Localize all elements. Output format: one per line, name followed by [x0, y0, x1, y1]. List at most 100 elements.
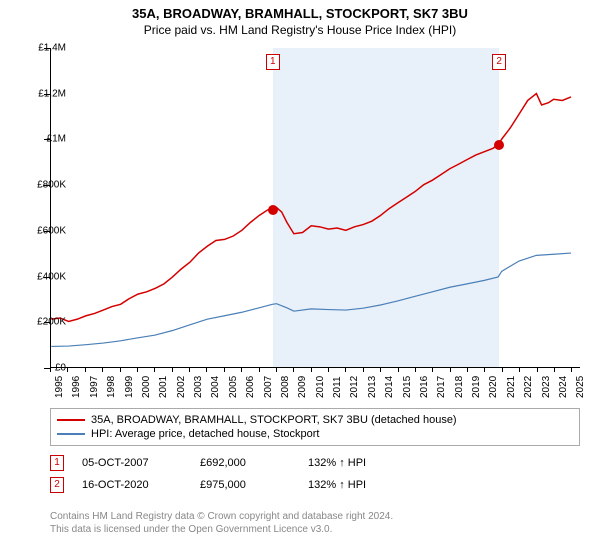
- x-axis-label: 2007: [263, 376, 274, 398]
- y-axis-label: £400K: [37, 271, 66, 282]
- plot-area: 12: [50, 48, 580, 368]
- sale-date: 16-OCT-2020: [82, 479, 182, 491]
- sale-price: £692,000: [200, 457, 290, 469]
- x-axis-tick: [154, 368, 155, 372]
- x-axis-label: 2013: [367, 376, 378, 398]
- x-axis-label: 2011: [332, 376, 343, 398]
- x-axis-tick: [450, 368, 451, 372]
- x-axis-tick: [293, 368, 294, 372]
- x-axis-label: 2005: [228, 376, 239, 398]
- x-axis-label: 2008: [280, 376, 291, 398]
- x-axis-label: 2015: [402, 376, 413, 398]
- x-axis-label: 2010: [315, 376, 326, 398]
- y-axis-label: £1.4M: [38, 43, 66, 54]
- sale-date: 05-OCT-2007: [82, 457, 182, 469]
- sale-marker-dot: [268, 205, 278, 215]
- sale-record-row: 2 16-OCT-2020 £975,000 132% ↑ HPI: [50, 474, 580, 496]
- x-axis-label: 2021: [506, 376, 517, 398]
- x-axis-label: 1998: [106, 376, 117, 398]
- x-axis-label: 1995: [54, 376, 65, 398]
- sale-relative-hpi: 132% ↑ HPI: [308, 457, 408, 469]
- sales-table: 1 05-OCT-2007 £692,000 132% ↑ HPI 2 16-OCT-20…: [50, 452, 580, 496]
- x-axis-label: 2019: [471, 376, 482, 398]
- y-axis-tick: [44, 185, 50, 186]
- footer-line-2: This data is licensed under the Open Gov…: [50, 523, 580, 536]
- x-axis-label: 2001: [158, 376, 169, 398]
- footer-line-1: Contains HM Land Registry data © Crown c…: [50, 510, 580, 523]
- sale-number-badge: 2: [50, 477, 64, 493]
- x-axis-tick: [241, 368, 242, 372]
- x-axis-tick: [120, 368, 121, 372]
- x-axis-tick: [259, 368, 260, 372]
- sale-relative-hpi: 132% ↑ HPI: [308, 479, 408, 491]
- line-series: [51, 94, 571, 322]
- x-axis-tick: [467, 368, 468, 372]
- y-axis-label: £800K: [37, 180, 66, 191]
- x-axis-label: 1997: [89, 376, 100, 398]
- x-axis-label: 2012: [349, 376, 360, 398]
- x-axis-label: 2002: [176, 376, 187, 398]
- x-axis-label: 1999: [124, 376, 135, 398]
- x-axis-tick: [50, 368, 51, 372]
- x-axis-tick: [85, 368, 86, 372]
- sale-record-row: 1 05-OCT-2007 £692,000 132% ↑ HPI: [50, 452, 580, 474]
- y-axis-tick: [44, 48, 50, 49]
- legend-label: HPI: Average price, detached house, Stoc…: [91, 428, 320, 440]
- y-axis-tick: [44, 277, 50, 278]
- x-axis-tick: [363, 368, 364, 372]
- x-axis-tick: [67, 368, 68, 372]
- x-axis-label: 2000: [141, 376, 152, 398]
- x-axis-tick: [380, 368, 381, 372]
- x-axis-label: 1996: [71, 376, 82, 398]
- legend-item: HPI: Average price, detached house, Stoc…: [57, 427, 573, 441]
- x-axis-tick: [224, 368, 225, 372]
- x-axis-label: 2004: [210, 376, 221, 398]
- x-axis-tick: [519, 368, 520, 372]
- legend-item: 35A, BROADWAY, BRAMHALL, STOCKPORT, SK7 …: [57, 413, 573, 427]
- x-axis-label: 2023: [541, 376, 552, 398]
- y-axis-label: £600K: [37, 225, 66, 236]
- x-axis-tick: [571, 368, 572, 372]
- line-series: [51, 253, 571, 346]
- x-axis-label: 2024: [558, 376, 569, 398]
- chart-title: 35A, BROADWAY, BRAMHALL, STOCKPORT, SK7 …: [0, 0, 600, 21]
- x-axis-tick: [537, 368, 538, 372]
- x-axis-tick: [484, 368, 485, 372]
- sale-price: £975,000: [200, 479, 290, 491]
- y-axis-label: £0: [55, 363, 66, 374]
- x-axis-tick: [276, 368, 277, 372]
- x-axis-tick: [206, 368, 207, 372]
- x-axis-label: 2020: [488, 376, 499, 398]
- x-axis-label: 2009: [297, 376, 308, 398]
- y-axis-label: £200K: [37, 317, 66, 328]
- x-axis-label: 2006: [245, 376, 256, 398]
- line-series-svg: [51, 48, 580, 367]
- x-axis-label: 2003: [193, 376, 204, 398]
- sale-number-badge: 1: [50, 455, 64, 471]
- y-axis-tick: [44, 94, 50, 95]
- chart-subtitle: Price paid vs. HM Land Registry's House …: [0, 21, 600, 41]
- legend-swatch: [57, 419, 85, 421]
- x-axis-label: 2016: [419, 376, 430, 398]
- legend: 35A, BROADWAY, BRAMHALL, STOCKPORT, SK7 …: [50, 408, 580, 446]
- x-axis-tick: [502, 368, 503, 372]
- x-axis-label: 2017: [436, 376, 447, 398]
- x-axis-tick: [554, 368, 555, 372]
- x-axis-tick: [311, 368, 312, 372]
- y-axis-tick: [44, 322, 50, 323]
- x-axis-tick: [328, 368, 329, 372]
- sale-marker-dot: [494, 140, 504, 150]
- x-axis-tick: [415, 368, 416, 372]
- x-axis-label: 2014: [384, 376, 395, 398]
- x-axis-label: 2022: [523, 376, 534, 398]
- attribution-footer: Contains HM Land Registry data © Crown c…: [50, 510, 580, 536]
- x-axis-label: 2025: [575, 376, 586, 398]
- y-axis-tick: [44, 139, 50, 140]
- x-axis-tick: [102, 368, 103, 372]
- legend-label: 35A, BROADWAY, BRAMHALL, STOCKPORT, SK7 …: [91, 414, 457, 426]
- y-axis-label: £1.2M: [38, 88, 66, 99]
- chart-container: 35A, BROADWAY, BRAMHALL, STOCKPORT, SK7 …: [0, 0, 600, 560]
- y-axis-tick: [44, 231, 50, 232]
- x-axis-tick: [345, 368, 346, 372]
- x-axis-tick: [137, 368, 138, 372]
